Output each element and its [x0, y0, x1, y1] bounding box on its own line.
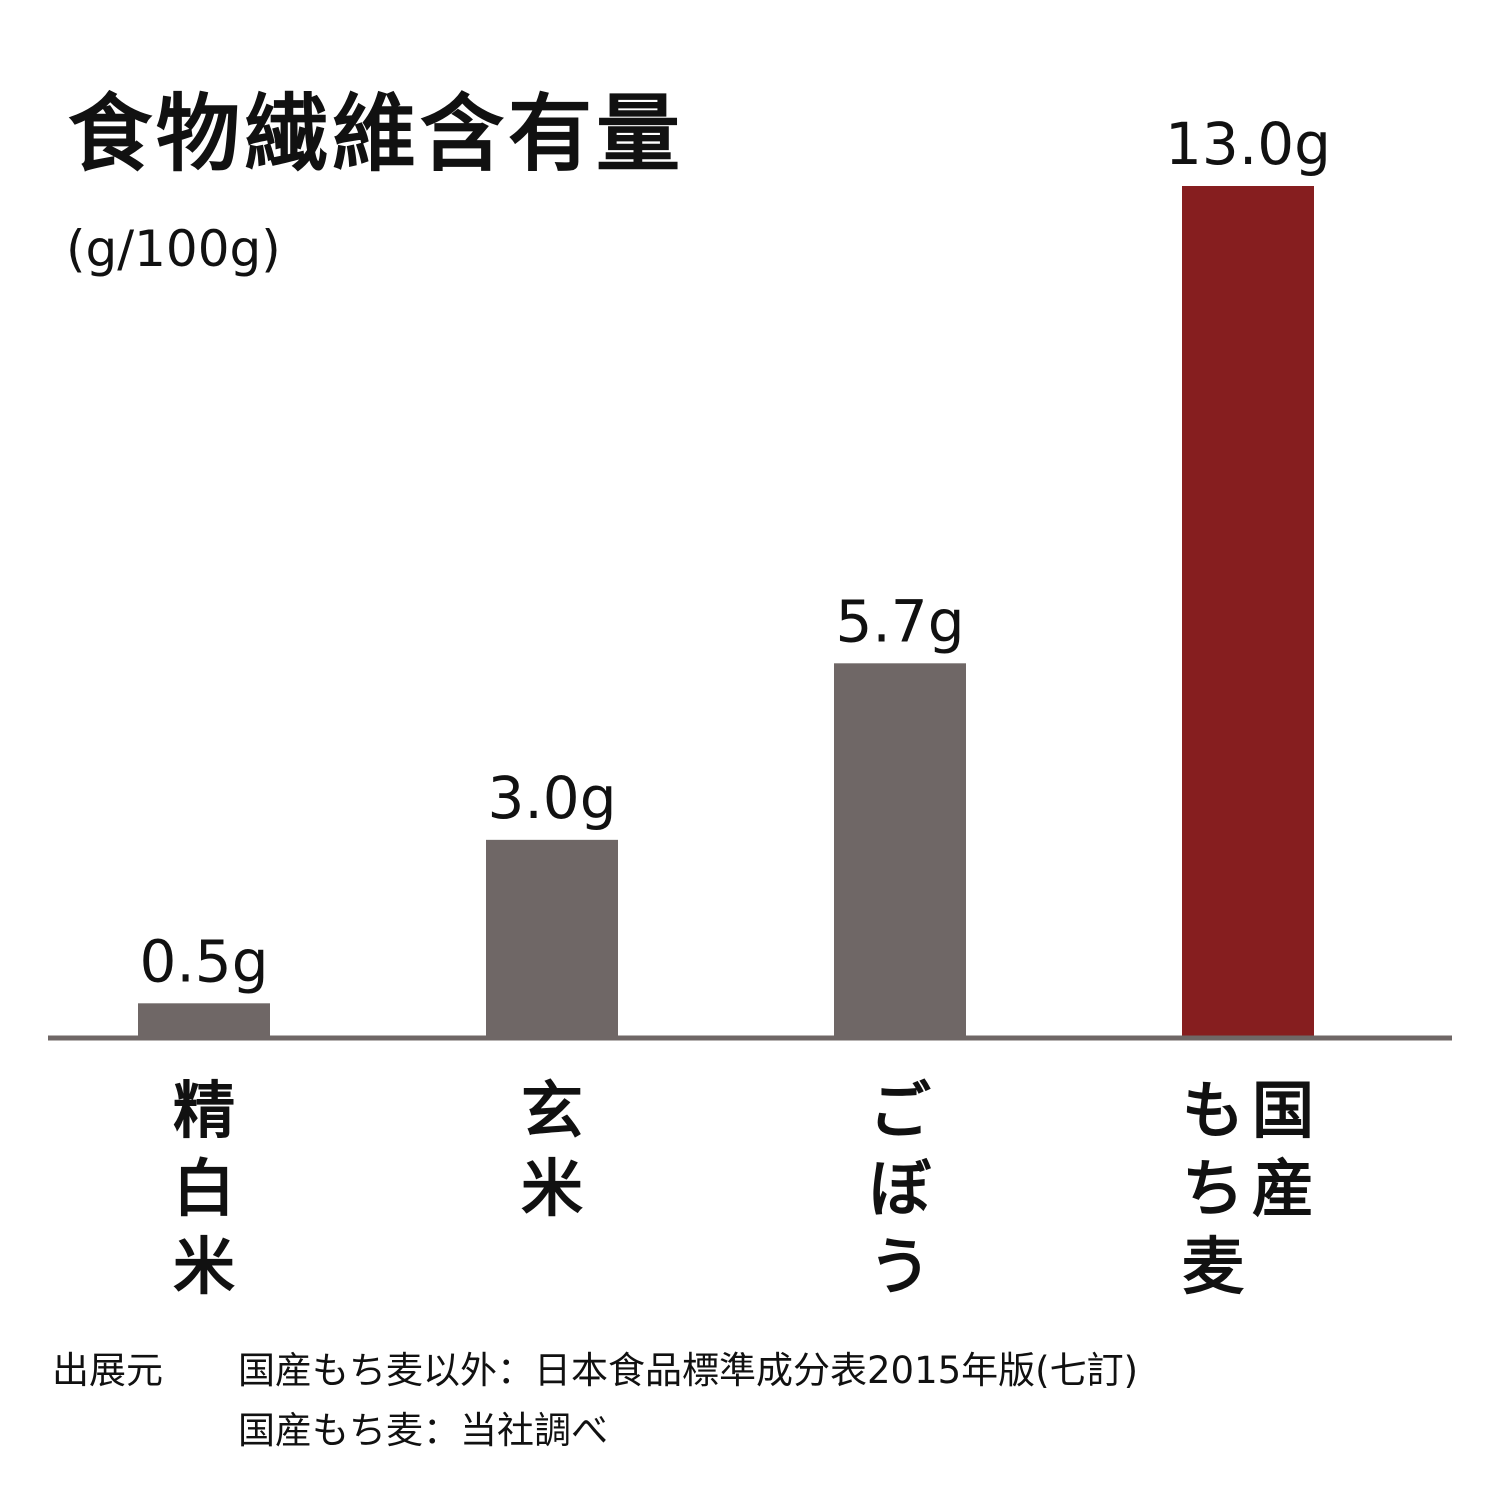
category-label-4-char: 国: [1252, 1074, 1314, 1147]
value-label-2: 3.0g: [487, 764, 616, 832]
category-label-1-char: 白: [173, 1152, 235, 1225]
value-label-3: 5.7g: [835, 587, 964, 655]
category-label-2-char: 玄: [521, 1074, 583, 1147]
value-label-1: 0.5g: [139, 927, 268, 995]
value-label-4: 13.0g: [1165, 110, 1331, 178]
category-label-4-char: も: [1182, 1074, 1244, 1147]
category-label-4-char: 産: [1252, 1152, 1314, 1225]
category-label-3-char: ご: [869, 1074, 931, 1147]
source-line-1: 国産もち麦以外：日本食品標準成分表2015年版(七訂): [238, 1349, 1139, 1392]
category-label-4-char: 麦: [1182, 1230, 1244, 1303]
category-label-3-char: う: [869, 1230, 931, 1303]
category-label-1-char: 精: [173, 1074, 235, 1147]
category-label-2-char: 米: [521, 1152, 583, 1225]
bar-3: [834, 663, 966, 1036]
bar-1: [138, 1003, 270, 1036]
source-heading: 出展元: [52, 1349, 163, 1392]
source-line-2: 国産もち麦：当社調べ: [238, 1409, 608, 1452]
category-label-1-char: 米: [173, 1230, 235, 1303]
chart-unit-label: (g/100g): [66, 220, 281, 278]
category-label-4-char: ち: [1182, 1152, 1244, 1225]
category-label-3-char: ぼ: [869, 1152, 932, 1225]
bar-2: [486, 839, 618, 1036]
bar-4: [1182, 186, 1314, 1036]
chart-title: 食物繊維含有量: [68, 85, 685, 183]
